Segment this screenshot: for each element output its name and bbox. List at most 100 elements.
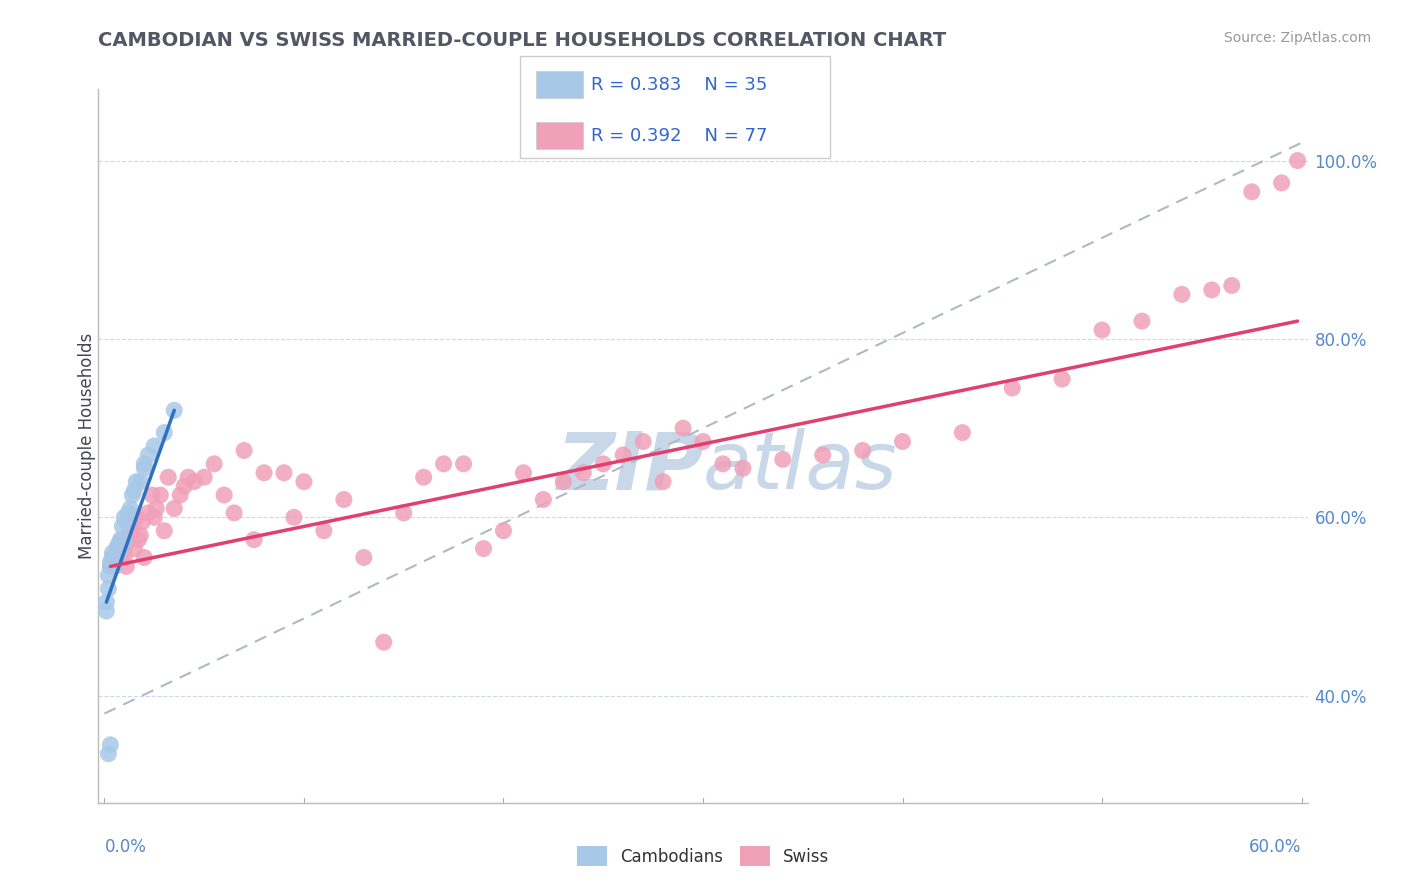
Legend: Cambodians, Swiss: Cambodians, Swiss (569, 839, 837, 873)
Point (100, 738, 122, 752)
Point (143, 510, 166, 524)
Point (512, 466, 534, 480)
Point (572, 466, 595, 480)
Point (101, 546, 124, 560)
Point (292, 475, 315, 489)
Point (453, 457, 475, 471)
Point (134, 461, 156, 475)
Point (100, 559, 122, 574)
Point (672, 421, 695, 435)
Point (273, 466, 295, 480)
Point (107, 537, 129, 551)
Point (121, 488, 143, 502)
Point (373, 635, 395, 649)
Point (1271, 176, 1294, 190)
Point (173, 479, 195, 493)
Point (125, 475, 148, 489)
Point (112, 550, 135, 565)
Point (105, 546, 128, 560)
Point (202, 457, 225, 471)
Point (631, 434, 654, 449)
Point (115, 515, 138, 529)
Point (112, 533, 135, 547)
Point (120, 501, 142, 516)
Point (183, 475, 205, 489)
Point (692, 434, 714, 449)
Point (110, 541, 132, 556)
Point (1286, 153, 1309, 168)
Point (852, 443, 875, 458)
Point (103, 550, 125, 565)
Point (169, 488, 191, 502)
Point (243, 533, 266, 547)
Point (110, 550, 132, 565)
Point (412, 470, 434, 484)
Point (121, 515, 143, 529)
Point (124, 541, 146, 556)
Point (163, 501, 186, 516)
Point (97, 582, 120, 596)
Point (153, 524, 176, 538)
Point (97, 747, 120, 761)
Point (107, 546, 129, 560)
Text: R = 0.383    N = 35: R = 0.383 N = 35 (591, 76, 766, 94)
Point (96, 595, 118, 609)
Point (136, 448, 159, 462)
Text: atlas: atlas (703, 428, 898, 507)
Point (950, 425, 973, 440)
Point (124, 483, 146, 498)
Point (553, 475, 575, 489)
Point (129, 528, 152, 542)
Point (105, 546, 128, 560)
Point (1240, 185, 1263, 199)
Point (103, 559, 125, 574)
Point (143, 439, 166, 453)
Point (131, 515, 153, 529)
Point (212, 488, 235, 502)
Point (112, 510, 135, 524)
Point (145, 501, 167, 516)
Point (136, 506, 159, 520)
Point (129, 475, 152, 489)
Point (811, 448, 834, 462)
Point (110, 533, 132, 547)
Point (120, 524, 142, 538)
Point (97, 568, 120, 582)
Point (472, 541, 495, 556)
Point (253, 466, 276, 480)
Point (353, 550, 375, 565)
Point (1171, 287, 1194, 301)
Point (433, 457, 456, 471)
Point (233, 443, 256, 458)
Point (731, 461, 754, 475)
Point (107, 541, 129, 556)
Point (112, 541, 135, 556)
Point (193, 470, 215, 484)
Point (652, 475, 675, 489)
Point (1201, 283, 1223, 297)
Point (1130, 314, 1153, 328)
Text: 60.0%: 60.0% (1249, 838, 1302, 856)
Point (100, 555, 122, 569)
Point (103, 555, 125, 569)
Point (101, 550, 124, 565)
Point (1220, 278, 1243, 293)
Point (149, 488, 172, 502)
Point (891, 434, 914, 449)
Point (1091, 323, 1114, 337)
Point (772, 452, 794, 467)
Point (1001, 381, 1024, 395)
Point (111, 519, 134, 533)
Point (100, 559, 122, 574)
Point (531, 492, 554, 507)
Point (177, 470, 200, 484)
Point (115, 559, 138, 574)
Point (127, 533, 149, 547)
Point (111, 533, 134, 547)
Text: ZIP: ZIP (555, 428, 703, 507)
Point (312, 524, 335, 538)
Point (711, 457, 734, 471)
Point (592, 457, 614, 471)
Y-axis label: Married-couple Households: Married-couple Households (79, 333, 96, 559)
Text: 0.0%: 0.0% (104, 838, 146, 856)
